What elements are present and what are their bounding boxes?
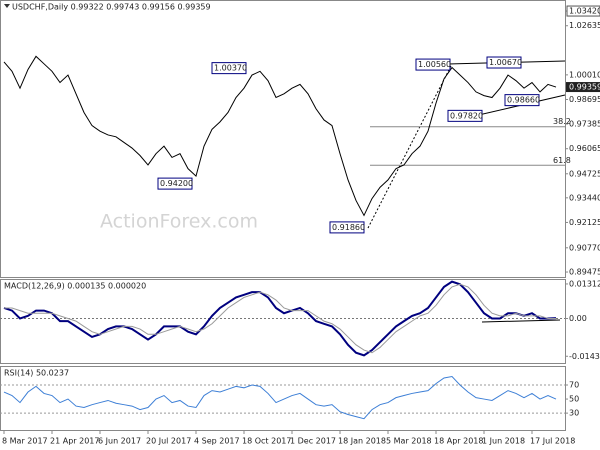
annotation-box — [415, 58, 451, 71]
y-tick-label: 30 — [569, 409, 579, 418]
series-line — [3, 376, 557, 420]
x-tick-label: 6 Jun 2017 — [98, 437, 141, 446]
x-tick-label: 17 Jul 2018 — [530, 437, 575, 446]
last-price-box — [566, 82, 600, 93]
annotation-box — [486, 56, 522, 69]
annotation-label: 0.91860 — [332, 223, 365, 232]
annotation-box — [504, 94, 540, 107]
y-tick-label: 1.03420 — [569, 7, 600, 16]
y-tick-label: 0.93440 — [569, 193, 600, 202]
fib-label: 61.8 — [553, 156, 571, 165]
trend-line — [481, 319, 561, 323]
rsi-panel — [0, 366, 566, 431]
y-tick-label: 1.00010 — [569, 70, 600, 79]
y-tick-label: 0.98695 — [569, 95, 600, 104]
annotation-label: 1.00670 — [489, 58, 522, 67]
annotation-box — [157, 177, 193, 190]
annotation-label: 1.00560 — [418, 60, 451, 69]
price-panel — [0, 0, 566, 278]
y-tick-label: 0.97385 — [569, 119, 600, 128]
header-icon — [4, 4, 10, 8]
annotation-label: 0.98660 — [507, 96, 540, 105]
x-tick-label: 21 Apr 2017 — [50, 437, 99, 446]
y-tick-label: 50 — [569, 395, 579, 404]
y-tick-label: 0.89475 — [569, 268, 600, 277]
annotation-box — [211, 62, 247, 75]
y-tick-label: 1.02635 — [569, 21, 600, 30]
last-price-label: 0.99359 — [569, 83, 600, 92]
macd-panel — [0, 279, 566, 364]
annotation-box — [329, 221, 365, 234]
x-tick-label: 18 Oct 2017 — [242, 437, 291, 446]
x-tick-label: 18 Jan 2018 — [338, 437, 386, 446]
annotation-box — [447, 109, 483, 122]
panel-title: RSI(14) 50.0237 — [4, 369, 69, 378]
x-tick-label: 18 Apr 2018 — [434, 437, 483, 446]
fib-label: 38.2 — [553, 117, 571, 126]
x-tick-label: 20 Jul 2017 — [146, 437, 191, 446]
header: USDCHF,Daily 0.99322 0.99743 0.99156 0.9… — [12, 3, 211, 12]
tick-box — [566, 5, 600, 17]
trend-line — [367, 63, 453, 229]
panel-title: MACD(12,26,9) 0.000135 0.000020 — [4, 282, 146, 291]
series-line — [3, 55, 557, 217]
annotation-label: 0.97820 — [450, 111, 483, 120]
x-tick-label: 5 Mar 2018 — [386, 437, 432, 446]
y-tick-label: 0.00 — [569, 314, 587, 323]
y-tick-label: 70 — [569, 380, 579, 389]
annotation-label: 0.94200 — [160, 179, 193, 188]
series-line — [3, 280, 557, 357]
y-tick-label: 0.96065 — [569, 144, 600, 153]
x-tick-label: 1 Dec 2017 — [290, 437, 336, 446]
x-tick-label: 8 Mar 2017 — [2, 437, 48, 446]
y-tick-label: 0.90770 — [569, 243, 600, 252]
annotation-label: 1.00370 — [214, 64, 247, 73]
x-tick-label: 4 Sep 2017 — [194, 437, 240, 446]
y-tick-label: -0.014339 — [569, 352, 600, 361]
series-line — [4, 283, 557, 354]
y-tick-label: 0.92125 — [569, 218, 600, 227]
y-tick-label: 0.94725 — [569, 169, 600, 178]
watermark: ActionForex.com — [100, 211, 258, 233]
x-tick-label: 1 Jun 2018 — [482, 437, 525, 446]
y-tick-label: 0.013121 — [569, 279, 600, 288]
